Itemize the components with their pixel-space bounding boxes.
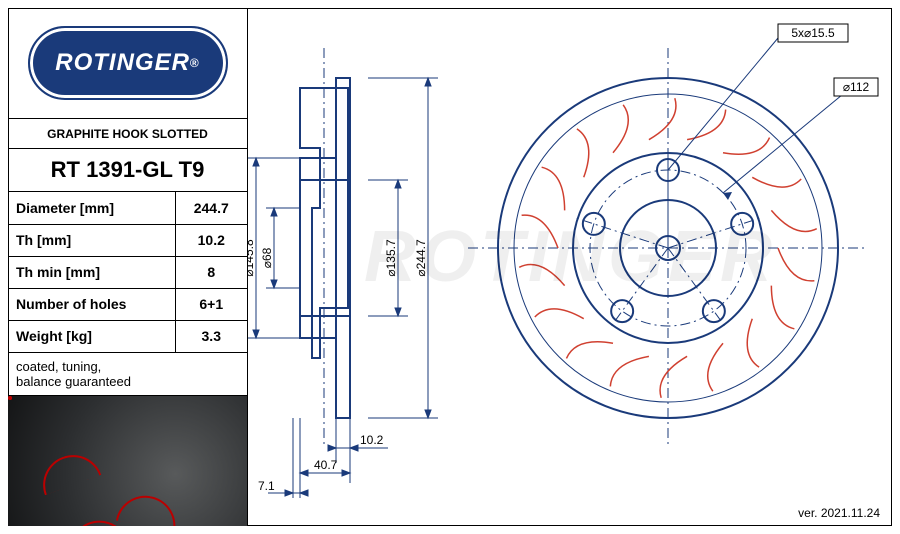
spec-value: 10.2 [175,224,247,256]
technical-drawing: ⌀145.8 ⌀68 ⌀135.7 ⌀244.7 [248,8,892,526]
dim-d145-8: ⌀145.8 [248,239,256,277]
sidebar: ROTINGER® GRAPHITE HOOK SLOTTED RT 1391-… [8,8,248,526]
registered-mark: ® [190,56,200,70]
spec-label: Diameter [mm] [8,192,175,224]
spec-value: 3.3 [175,320,247,352]
spec-row: Weight [kg]3.3 [8,320,247,352]
spec-value: 6+1 [175,288,247,320]
version-label: ver. 2021.11.24 [798,506,880,520]
brand-logo: ROTINGER® [28,26,228,100]
dim-d244-7: ⌀244.7 [414,239,428,277]
logo-box: ROTINGER® [8,8,247,118]
side-view: ⌀145.8 ⌀68 ⌀135.7 ⌀244.7 [248,48,438,498]
spec-label: Th min [mm] [8,256,175,288]
spec-label: Th [mm] [8,224,175,256]
spec-label: Weight [kg] [8,320,175,352]
dim-10-2: 10.2 [360,433,384,447]
product-photo [8,395,247,527]
spec-row: Th [mm]10.2 [8,224,247,256]
dim-d68: ⌀68 [260,247,274,268]
dim-7-1: 7.1 [258,479,275,493]
spec-label: Number of holes [8,288,175,320]
spec-row: Th min [mm]8 [8,256,247,288]
callout-pcd: ⌀112 [843,80,870,94]
part-number: RT 1391-GL T9 [8,148,247,192]
brand-text: ROTINGER [55,49,190,77]
spec-value: 244.7 [175,192,247,224]
dim-40-7: 40.7 [314,458,338,472]
spec-value: 8 [175,256,247,288]
dim-d135-7: ⌀135.7 [384,239,398,277]
callout-bolt-pattern: 5x⌀15.5 [791,26,835,40]
spec-table: Diameter [mm]244.7Th [mm]10.2Th min [mm]… [8,192,247,353]
footer-note: coated, tuning,balance guaranteed [8,353,247,395]
drawing-area: ROTINGER [248,8,892,526]
spec-row: Number of holes6+1 [8,288,247,320]
front-view: 5x⌀15.5 ⌀112 [468,24,878,448]
spec-row: Diameter [mm]244.7 [8,192,247,224]
product-subtitle: GRAPHITE HOOK SLOTTED [8,118,247,148]
